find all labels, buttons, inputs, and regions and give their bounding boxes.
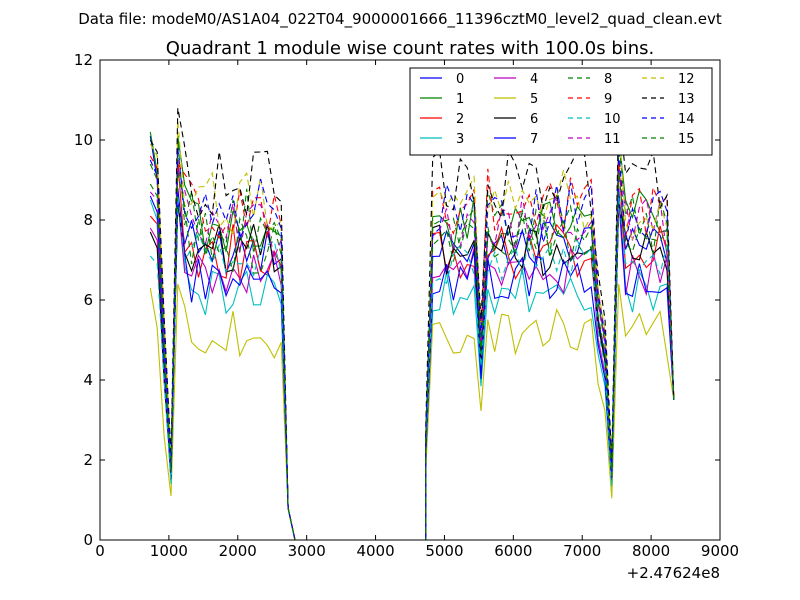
legend-label-5: 5 [530,92,538,107]
x-tick-label: 6000 [494,542,532,560]
x-tick-label: 3000 [288,542,326,560]
y-tick-label: 6 [83,291,93,309]
series-line-15 [149,171,675,540]
legend-label-6: 6 [530,112,538,127]
legend-frame [409,67,713,156]
x-tick-label: 2000 [219,542,257,560]
series-line-14 [149,147,675,540]
x-tick-label: 8000 [632,542,670,560]
legend-label-2: 2 [456,112,464,127]
legend-label-3: 3 [456,132,464,147]
y-tick-label: 4 [83,371,93,389]
x-tick-label: 0 [95,542,105,560]
legend-label-10: 10 [604,112,621,127]
legend-label-13: 13 [678,92,695,107]
x-tick-label: 5000 [425,542,463,560]
legend-label-8: 8 [604,72,612,87]
legend-label-1: 1 [456,92,464,107]
legend-label-0: 0 [456,72,464,87]
figure-supertitle: Data file: modeM0/AS1A04_022T04_90000016… [78,10,722,29]
x-axis: 0 1000 2000 3000 4000 5000 6000 7000 8000 9000 [95,60,739,560]
legend-label-9: 9 [604,92,612,107]
legend-label-11: 11 [604,132,621,147]
y-tick-label: 8 [83,211,93,229]
legend-label-4: 4 [530,72,538,87]
series-line-5 [149,283,675,540]
series-layer [149,107,675,540]
y-tick-label: 0 [83,531,93,549]
legend-label-7: 7 [530,132,538,147]
series-line-10 [149,195,675,540]
x-tick-label: 1000 [150,542,188,560]
y-tick-label: 10 [74,131,93,149]
x-tick-label: 9000 [701,542,739,560]
y-tick-label: 12 [74,51,93,69]
x-tick-label: 7000 [563,542,601,560]
series-line-9 [149,155,675,540]
y-tick-label: 2 [83,451,93,469]
legend-label-15: 15 [678,132,695,147]
x-axis-offset-label: +2.47624e8 [627,564,720,582]
series-line-13 [149,107,675,540]
legend-label-14: 14 [678,112,695,127]
x-tick-label: 4000 [356,542,394,560]
chart-title: Quadrant 1 module wise count rates with … [166,38,655,59]
legend-label-12: 12 [678,72,695,87]
